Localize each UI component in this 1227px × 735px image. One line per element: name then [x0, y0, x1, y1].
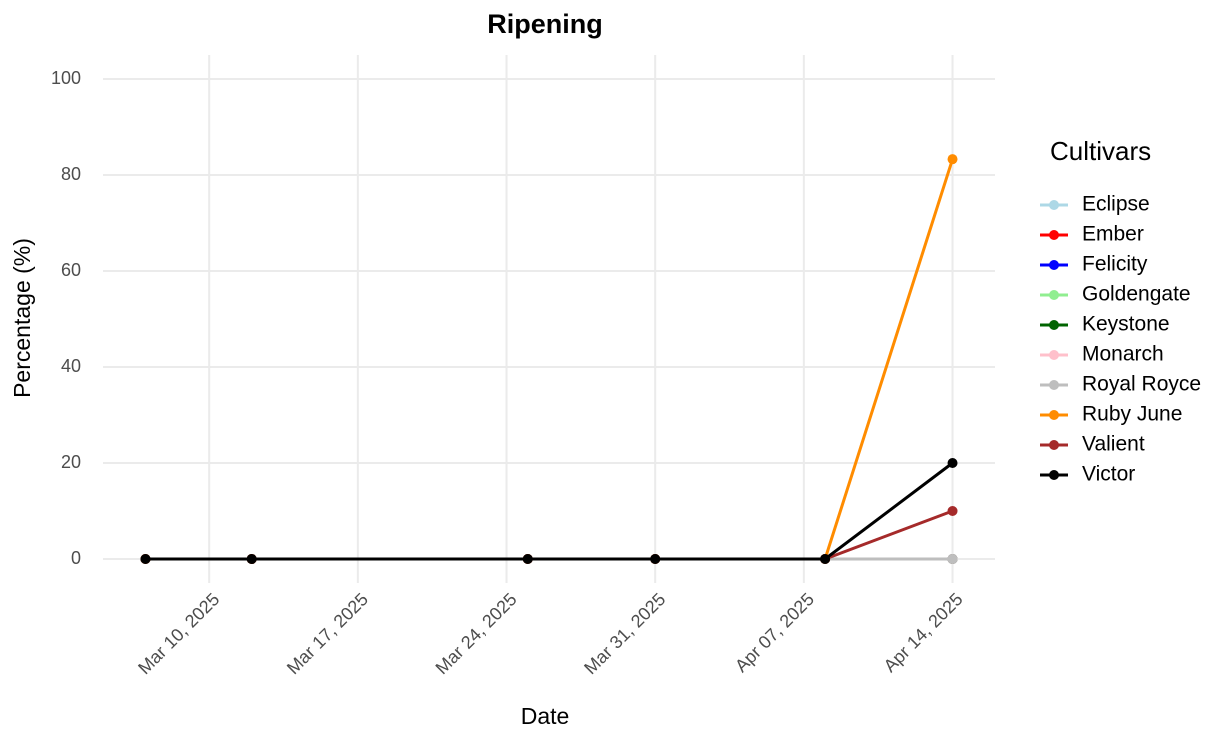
series-line	[145, 461, 954, 561]
x-tick-label: Mar 24, 2025	[432, 589, 521, 678]
legend-title: Cultivars	[1050, 136, 1151, 166]
legend-key-dot	[1049, 260, 1059, 270]
data-point	[522, 554, 533, 564]
legend-key-dot	[1049, 230, 1059, 240]
y-tick-label: 80	[61, 164, 81, 184]
legend-key-dot	[1049, 410, 1059, 420]
legend-label: Valient	[1082, 433, 1145, 456]
chart-title: Ripening	[487, 9, 603, 39]
x-axis-title: Date	[521, 703, 570, 729]
legend-label: Keystone	[1082, 313, 1170, 336]
data-point	[650, 554, 661, 564]
legend-label: Felicity	[1082, 253, 1148, 276]
legend-key-dot	[1049, 320, 1059, 330]
x-tick-label: Mar 17, 2025	[283, 589, 372, 678]
legend-label: Royal Royce	[1082, 373, 1201, 396]
y-axis-title: Percentage (%)	[9, 238, 35, 398]
data-point	[820, 554, 831, 564]
y-tick-label: 60	[61, 260, 81, 280]
series-line	[145, 158, 954, 561]
y-tick-label: 20	[61, 452, 81, 472]
x-tick-label: Mar 31, 2025	[580, 589, 669, 678]
y-tick-label: 100	[51, 68, 81, 88]
legend-key-dot	[1049, 290, 1059, 300]
data-point	[947, 458, 958, 468]
legend-label: Ruby June	[1082, 403, 1182, 426]
legend-key-dot	[1049, 380, 1059, 390]
x-tick-label: Apr 07, 2025	[731, 589, 818, 676]
data-point	[947, 554, 958, 564]
legend-key-dot	[1049, 470, 1059, 480]
legend-key-dot	[1049, 440, 1059, 450]
x-tick-label: Mar 10, 2025	[134, 589, 223, 678]
y-tick-label: 40	[61, 356, 81, 376]
legend-label: Goldengate	[1082, 283, 1191, 306]
legend-label: Monarch	[1082, 343, 1164, 366]
data-point	[140, 554, 151, 564]
data-point	[947, 154, 958, 165]
y-tick-label: 0	[71, 548, 81, 568]
x-tick-label: Apr 14, 2025	[880, 589, 967, 676]
legend-label: Victor	[1082, 463, 1135, 486]
data-point	[246, 554, 257, 564]
legend-key-dot	[1049, 200, 1059, 210]
legend-label: Ember	[1082, 223, 1144, 246]
legend-label: Eclipse	[1082, 193, 1150, 216]
data-point	[947, 506, 958, 516]
legend-key-dot	[1049, 350, 1059, 360]
